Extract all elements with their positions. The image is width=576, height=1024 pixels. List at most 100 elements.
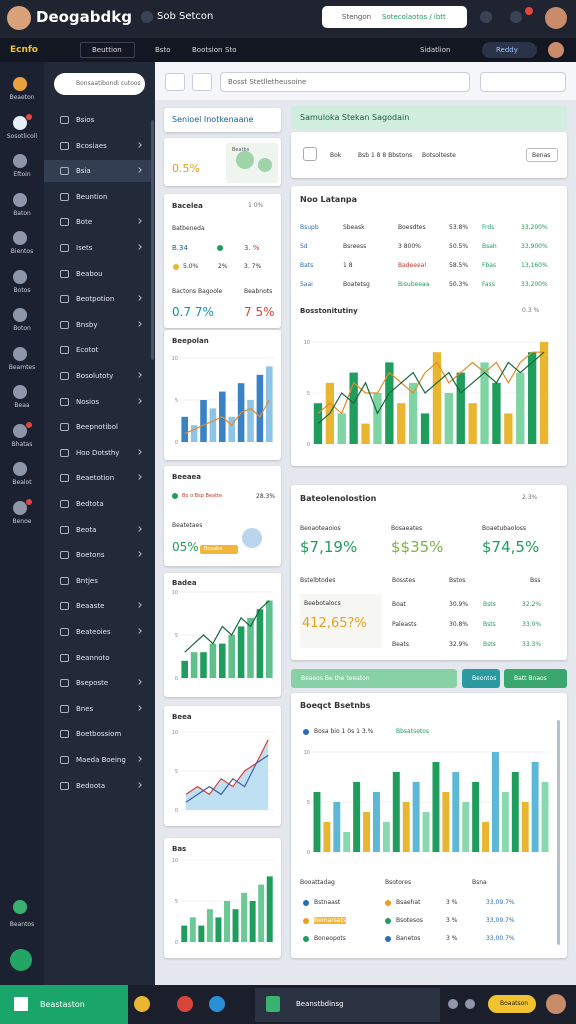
- table-cell: Bstnaast: [314, 899, 341, 906]
- bar: [228, 416, 235, 442]
- sidebar-item[interactable]: Bote: [76, 218, 93, 227]
- legend: Bosa bio 1 0s 1 3.%: [314, 728, 374, 735]
- y-tick-label: 5: [175, 769, 178, 775]
- status-dot: [217, 245, 223, 251]
- toolbar-search[interactable]: [220, 72, 470, 92]
- label: Batbeneda: [172, 225, 205, 232]
- sidebar-item[interactable]: Hoo Dotsthy: [76, 448, 120, 457]
- toolbar-search2[interactable]: [480, 72, 566, 92]
- tool-btn[interactable]: [165, 73, 185, 91]
- bar: [249, 901, 256, 942]
- action-button[interactable]: [504, 669, 567, 688]
- bar: [256, 374, 264, 442]
- sidebar-item[interactable]: Bnes: [76, 704, 94, 713]
- sidebar-item[interactable]: Bosolutoty: [76, 372, 114, 380]
- sidebar-item[interactable]: Nosios: [76, 397, 100, 406]
- start-label[interactable]: Beastaston: [40, 1000, 85, 1009]
- table-cell: Bsotesos: [396, 917, 423, 924]
- bar: [198, 925, 205, 942]
- card-title: Senioel Inotkenaane: [172, 115, 254, 124]
- chart: 0 5 10: [304, 750, 550, 856]
- sidebar-item[interactable]: Bsios: [76, 116, 95, 124]
- sidebar-icon: [60, 244, 69, 252]
- tray-icon: [448, 999, 458, 1009]
- action-label[interactable]: Beontos: [472, 675, 497, 682]
- sidebar-icon: [60, 372, 69, 380]
- sidebar-icon: [60, 781, 69, 790]
- chart: 0 5 10: [172, 858, 274, 946]
- sidebar-icon: [60, 218, 69, 227]
- sidebar-item[interactable]: Bedoota: [76, 781, 106, 790]
- line: [185, 754, 269, 803]
- nav-item[interactable]: Bootsion: [192, 46, 223, 54]
- sidebar-item[interactable]: Beateoies: [76, 628, 111, 636]
- rail-label[interactable]: Botos: [13, 286, 31, 294]
- action-label[interactable]: Batt Bnaos: [514, 675, 547, 682]
- card: [291, 132, 567, 178]
- avatar: [545, 7, 567, 29]
- sidebar-icon: [60, 320, 69, 329]
- sidebar-item[interactable]: Bsia: [76, 167, 91, 176]
- rail-label[interactable]: Bealot: [12, 479, 32, 486]
- table-cell: 32.2%: [522, 601, 542, 608]
- sidebar-item[interactable]: Bntjes: [76, 576, 98, 585]
- sidebar-item[interactable]: Bseposte: [76, 679, 109, 688]
- rail-icon: [13, 192, 27, 207]
- rail-label[interactable]: Eftoin: [13, 171, 31, 178]
- sidebar-item[interactable]: Beaaste: [76, 602, 105, 611]
- button-label[interactable]: Benas: [532, 152, 551, 159]
- rail-label[interactable]: Boton: [13, 325, 31, 332]
- rail-label[interactable]: Bhatas: [11, 440, 33, 448]
- sidebar-item[interactable]: Maeda Boeing: [76, 756, 126, 764]
- sidebar-item[interactable]: Isets: [76, 244, 93, 252]
- sidebar-item[interactable]: Beuntion: [76, 192, 108, 201]
- rail-label[interactable]: Bientos: [10, 248, 34, 255]
- y-tick-label: 5: [307, 391, 310, 397]
- bar: [468, 403, 477, 444]
- bar: [200, 652, 207, 678]
- tray-pill[interactable]: [488, 995, 536, 1013]
- sidebar-item[interactable]: Beannoto: [76, 653, 110, 662]
- app-label[interactable]: Beanstbdinsg: [296, 1000, 344, 1008]
- rail-label[interactable]: Beaa: [14, 402, 30, 409]
- sidebar-icon: [60, 423, 69, 432]
- card-title: Badea: [172, 579, 197, 587]
- y-tick-label: 0: [175, 440, 178, 446]
- sidebar-item[interactable]: Beotpotion: [76, 295, 115, 304]
- sidebar-item[interactable]: Bcosiaes: [76, 141, 107, 150]
- active-app[interactable]: [255, 988, 440, 1022]
- sidebar-search[interactable]: [54, 73, 145, 95]
- sidebar-item[interactable]: Beaetotion: [76, 474, 115, 483]
- rail-label[interactable]: Benoe: [12, 517, 32, 525]
- button[interactable]: [526, 148, 558, 162]
- sidebar-icon: [60, 500, 69, 508]
- action-label[interactable]: Beaeos Be the teeaton: [301, 675, 370, 682]
- table-cell: 33,00.7%: [486, 935, 515, 942]
- sidebar-item[interactable]: Beota: [76, 525, 97, 534]
- sidebar-item[interactable]: Beepnotibol: [76, 423, 118, 432]
- dropdown[interactable]: [80, 42, 135, 58]
- map-land: [258, 158, 272, 172]
- bar: [219, 643, 226, 678]
- row-dot: [385, 936, 391, 942]
- sidebar-item[interactable]: Boetbossiom: [76, 730, 122, 739]
- action-button[interactable]: [291, 669, 457, 688]
- rail-label[interactable]: Sosotlicoll: [6, 132, 38, 140]
- sidebar-item[interactable]: Beabou: [76, 269, 103, 278]
- status-pill: [482, 42, 537, 58]
- sidebar-item[interactable]: Bedtota: [76, 500, 104, 508]
- legend: Bo o Bsp Beatte: [182, 493, 223, 499]
- rail-label[interactable]: Beaeton: [9, 94, 35, 101]
- sidebar-item[interactable]: Bnsby: [76, 320, 98, 329]
- sidebar-active: [44, 160, 152, 183]
- rail-label[interactable]: Beamtes: [8, 363, 36, 371]
- action-button[interactable]: [462, 669, 500, 688]
- sidebar-item[interactable]: Boetons: [76, 551, 105, 560]
- tool-btn[interactable]: [192, 73, 212, 91]
- nav-item[interactable]: Sto: [225, 46, 237, 54]
- tray-label[interactable]: Boaatson: [500, 1000, 529, 1007]
- sidebar-item[interactable]: Ecotot: [76, 346, 99, 355]
- search-box[interactable]: [322, 6, 467, 28]
- rail-label[interactable]: Baton: [13, 209, 31, 217]
- nav-item[interactable]: Bsto: [155, 46, 171, 54]
